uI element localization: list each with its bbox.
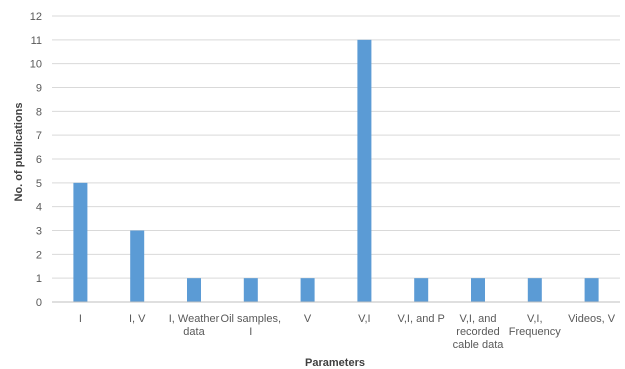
y-tick-label: 3 <box>36 226 42 238</box>
y-tick-label: 0 <box>36 297 42 309</box>
bar <box>187 278 201 302</box>
bar <box>300 278 315 302</box>
y-tick-label: 6 <box>36 154 42 166</box>
bar <box>414 278 429 302</box>
bar <box>527 278 542 302</box>
y-tick-label: 4 <box>36 202 42 214</box>
y-tick-label: 9 <box>36 83 42 95</box>
y-tick-label: 8 <box>36 106 42 118</box>
y-tick-label: 12 <box>30 11 42 23</box>
x-tick-label: I <box>79 313 82 325</box>
gridlines <box>52 15 620 279</box>
bar <box>357 39 372 302</box>
x-tick-label: I, Weather data <box>169 313 220 338</box>
bar <box>471 278 485 302</box>
bar <box>584 278 599 302</box>
y-tick-label: 2 <box>36 249 42 261</box>
x-tick-label: V,I, and recorded cable data <box>453 313 505 351</box>
x-tick-label: I, V <box>129 313 146 325</box>
bar <box>130 230 145 302</box>
x-tick-label: V <box>304 313 312 325</box>
x-tick-label: Oil samples, I <box>221 313 282 338</box>
x-tick-label: V,I <box>358 313 370 325</box>
bar <box>73 182 88 302</box>
x-tick-label: Videos, V <box>568 313 616 325</box>
y-tick-label: 5 <box>36 178 42 190</box>
y-axis-title: No. of publications <box>13 103 25 202</box>
x-tick-label: V,I, and P <box>398 313 445 325</box>
y-tick-label: 10 <box>30 59 42 71</box>
bar <box>243 278 258 302</box>
y-tick-label: 7 <box>36 130 42 142</box>
y-tick-label: 11 <box>31 35 42 47</box>
bars <box>73 39 599 302</box>
y-tick-label: 1 <box>36 273 42 285</box>
x-tick-label: V,I, Frequency <box>509 313 561 338</box>
x-axis-title: Parameters <box>305 357 365 369</box>
